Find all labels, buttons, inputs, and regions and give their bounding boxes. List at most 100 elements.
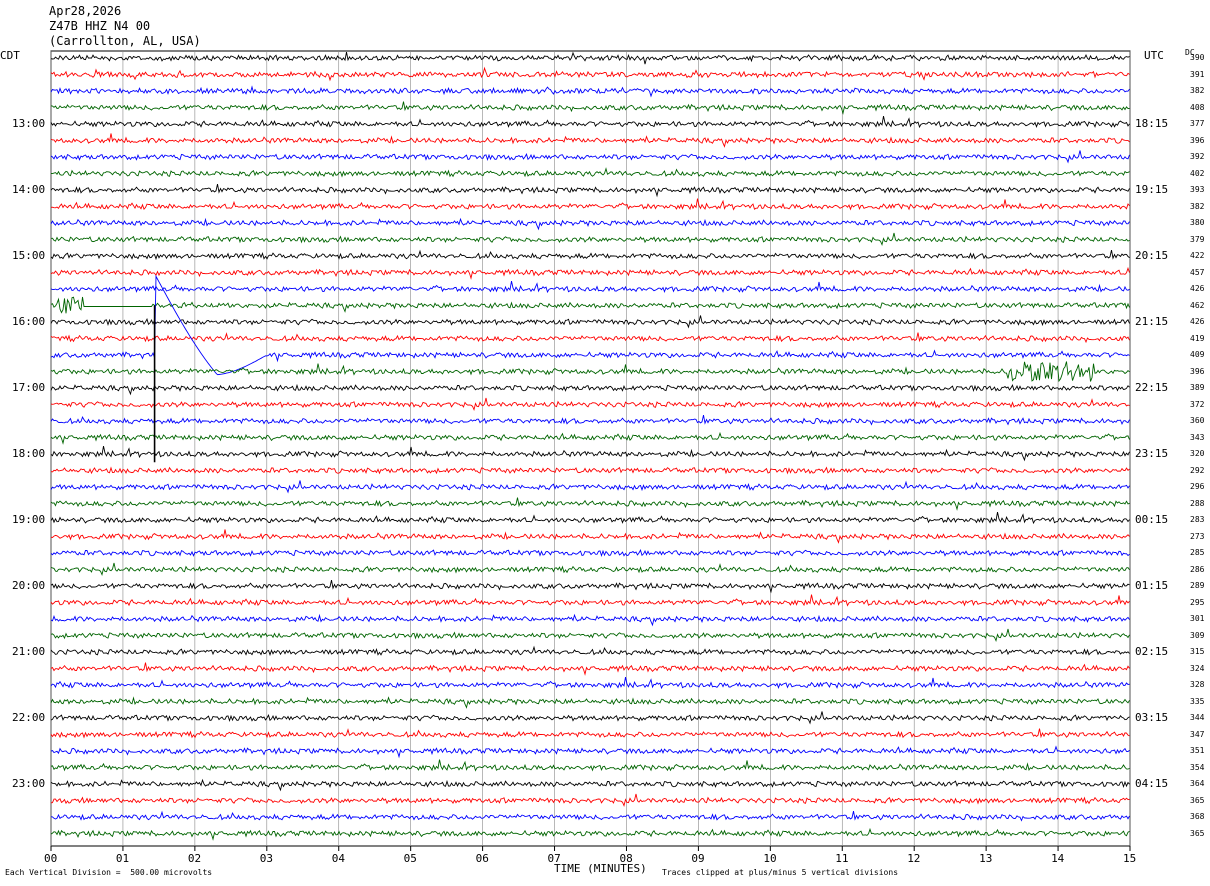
- x-tick-label: 01: [115, 852, 130, 865]
- dc-offset-label: 382: [1190, 201, 1205, 211]
- dc-offset-label: 315: [1190, 647, 1205, 656]
- right-time-label: 20:15: [1135, 249, 1169, 262]
- dc-offset-label: 309: [1190, 630, 1205, 640]
- right-timezone-label: UTC: [1144, 49, 1164, 62]
- station-label: Z47B HHZ N4 00: [49, 19, 151, 33]
- right-time-label: 19:15: [1135, 183, 1169, 196]
- trace-line: [50, 266, 1130, 280]
- trace-line: [50, 480, 1130, 494]
- dc-offset-label: 408: [1190, 102, 1205, 112]
- trace-line: [50, 580, 1130, 594]
- trace-line: [50, 281, 1130, 294]
- right-time-label: 01:15: [1135, 579, 1169, 592]
- trace-line: [50, 232, 1130, 246]
- dc-offset-label: 462: [1190, 300, 1205, 310]
- x-axis-title: TIME (MINUTES): [554, 862, 647, 875]
- trace-line: [50, 217, 1130, 231]
- trace-line: [50, 677, 1130, 690]
- left-time-label: 23:00: [12, 777, 46, 790]
- trace-line: [50, 116, 1130, 129]
- dc-offset-label: 368: [1190, 812, 1205, 821]
- x-tick-label: 03: [259, 852, 274, 865]
- trace-line: [50, 628, 1130, 642]
- trace-line: [50, 466, 1130, 475]
- trace-line: [50, 296, 1130, 314]
- trace-line: [50, 745, 1130, 759]
- x-tick-label: 06: [475, 852, 489, 865]
- dc-offset-label: 426: [1190, 284, 1205, 293]
- trace-line: [50, 274, 1130, 376]
- x-tick-label: 10: [763, 852, 777, 865]
- dc-offset-label: 288: [1190, 498, 1205, 508]
- x-tick-label: 13: [979, 852, 993, 865]
- dc-offset-label: 409: [1190, 350, 1205, 359]
- left-time-label: 15:00: [12, 249, 46, 262]
- date-label: Apr28,2026: [49, 4, 122, 18]
- dc-offset-label: 379: [1190, 234, 1205, 244]
- trace-line: [50, 397, 1130, 411]
- trace-line: [50, 315, 1130, 329]
- dc-offset-label: 419: [1190, 333, 1205, 343]
- dc-offset-label: 396: [1190, 366, 1205, 376]
- x-tick-label: 07: [547, 852, 561, 865]
- trace-line: [50, 512, 1130, 525]
- trace-line: [50, 562, 1130, 576]
- dc-offset-label: 292: [1190, 465, 1205, 475]
- dc-offset-label: 391: [1190, 69, 1205, 79]
- left-time-label: 19:00: [12, 513, 46, 526]
- dc-offset-label: 393: [1190, 185, 1205, 194]
- x-tick-label: 04: [331, 852, 345, 865]
- dc-offset-label: 377: [1190, 119, 1205, 128]
- dc-offset-label: 354: [1190, 762, 1205, 772]
- dc-offset-label: 380: [1190, 218, 1205, 227]
- trace-line: [50, 361, 1130, 383]
- left-time-label: 14:00: [12, 183, 46, 196]
- trace-line: [50, 529, 1130, 544]
- right-time-label: 23:15: [1135, 447, 1169, 460]
- trace-line: [50, 728, 1130, 739]
- right-time-label: 00:15: [1135, 513, 1169, 526]
- dc-offset-label: 301: [1190, 614, 1205, 623]
- dc-offset-label: 364: [1190, 779, 1205, 788]
- trace-line: [50, 446, 1130, 462]
- trace-line: [50, 549, 1130, 558]
- x-tick-label: 14: [1051, 852, 1065, 865]
- trace-line: [50, 778, 1130, 792]
- dc-offset-label: 285: [1190, 548, 1205, 557]
- trace-line: [50, 662, 1130, 676]
- right-time-label: 22:15: [1135, 381, 1169, 394]
- left-time-label: 21:00: [12, 645, 46, 658]
- trace-line: [50, 66, 1130, 82]
- dc-offset-label: 343: [1190, 432, 1205, 442]
- plot-frame: [50, 50, 1131, 847]
- dc-offset-label: 283: [1190, 515, 1205, 524]
- x-tick-label: 00: [44, 852, 58, 865]
- trace-line: [50, 696, 1130, 709]
- dc-offset-label: 344: [1190, 713, 1205, 722]
- x-tick-label: 09: [691, 852, 705, 865]
- dc-offset-label: 402: [1190, 168, 1205, 178]
- dc-offset-label: 347: [1190, 729, 1205, 739]
- x-tick-label: 05: [403, 852, 417, 865]
- dc-offset-label: 324: [1190, 663, 1205, 673]
- dc-offset-label: 396: [1190, 135, 1205, 145]
- dc-offset-label: 360: [1190, 416, 1205, 425]
- dc-offset-label: 273: [1190, 531, 1205, 541]
- trace-line: [50, 167, 1130, 178]
- x-tick-label: 12: [907, 852, 921, 865]
- left-time-label: 16:00: [12, 315, 46, 328]
- trace-line: [50, 51, 1130, 65]
- trace-line: [50, 645, 1130, 657]
- dc-offset-label: 295: [1190, 597, 1205, 607]
- right-time-label: 02:15: [1135, 645, 1169, 658]
- left-time-label: 17:00: [12, 381, 46, 394]
- trace-line: [50, 249, 1130, 261]
- trace-line: [50, 150, 1130, 164]
- x-tick-label: 02: [187, 852, 202, 865]
- dc-offset-label: 422: [1190, 251, 1205, 260]
- dc-offset-label: 296: [1190, 482, 1205, 491]
- trace-line: [50, 759, 1130, 772]
- dc-offset-label: 289: [1190, 581, 1205, 590]
- dc-offset-label: 286: [1190, 564, 1205, 574]
